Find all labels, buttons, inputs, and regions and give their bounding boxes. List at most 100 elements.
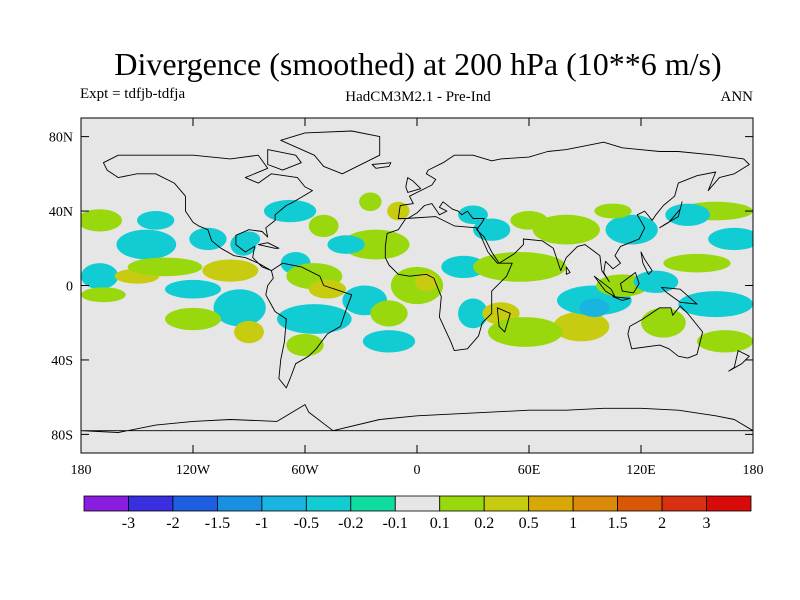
colorbar-swatch <box>261 495 307 512</box>
colorbar-label: -2 <box>166 515 179 532</box>
x-tick-label: 60W <box>291 463 319 478</box>
coastline-sri-lanka <box>565 266 571 275</box>
colorbar-label: -0.1 <box>383 515 408 532</box>
colorbar-swatch <box>305 495 352 512</box>
divergence-region-40 <box>641 307 686 338</box>
divergence-region-6 <box>308 214 339 238</box>
divergence-region-32 <box>458 298 488 329</box>
y-tick-label: 40N <box>49 205 73 220</box>
colorbar-swatch <box>83 495 129 512</box>
divergence-region-7 <box>359 192 382 212</box>
coastline-new-zealand <box>728 350 750 372</box>
divergence-region-42 <box>708 227 753 251</box>
colorbar-swatch <box>439 495 485 512</box>
colorbar-swatch <box>617 495 663 512</box>
coastline-baffin-island <box>267 149 302 171</box>
divergence-region-19 <box>234 320 264 344</box>
coastline-philippines <box>640 251 653 275</box>
coastline-north-america <box>102 154 313 272</box>
divergence-region-27 <box>362 330 416 353</box>
y-tick-label: 40S <box>51 354 73 369</box>
colorbar-label: 3 <box>703 515 711 532</box>
coastline-cuba <box>257 242 280 249</box>
coastline-south-america <box>265 262 353 389</box>
coastline-eurasia <box>397 141 750 283</box>
coastlines <box>81 130 753 433</box>
divergence-region-49 <box>594 203 632 219</box>
divergence-region-53 <box>237 231 261 247</box>
colorbar-swatch <box>661 495 707 512</box>
divergence-region-23 <box>277 304 352 334</box>
divergence-region-30 <box>441 255 487 279</box>
y-axis: 80N 40N 0 40S 80S <box>49 131 753 443</box>
coastline-iceland <box>371 162 392 169</box>
y-tick-label: 80N <box>49 131 73 146</box>
colorbar-label: 1 <box>569 515 577 532</box>
map-plot-area <box>80 117 754 454</box>
divergence-region-14 <box>127 257 203 277</box>
x-tick-label: 180 <box>71 463 92 478</box>
colorbar-label: 1.5 <box>608 515 628 532</box>
colorbar-swatch <box>394 495 441 512</box>
divergence-region-43 <box>663 253 731 273</box>
x-tick-label: 180 <box>743 463 764 478</box>
coastline-great-britain <box>405 177 422 193</box>
divergence-region-24 <box>286 333 324 357</box>
colorbar: -3 -2 -1.5 -1 -0.5 -0.2 -0.1 0.1 0.2 0.5 1 1.5 2 3 <box>83 495 752 532</box>
model-label: HadCM3M2.1 - Pre-Ind <box>345 89 491 105</box>
divergence-region-12 <box>81 287 126 303</box>
divergence-region-46 <box>665 203 711 226</box>
divergence-region-3 <box>189 227 227 251</box>
colorbar-swatch <box>528 495 574 512</box>
divergence-region-16 <box>165 279 221 299</box>
divergence-region-47 <box>605 214 658 245</box>
y-tick-label: 80S <box>51 428 73 443</box>
divergence-region-0 <box>81 209 123 232</box>
divergence-region-1 <box>137 211 175 230</box>
divergence-region-22 <box>308 279 347 299</box>
divergence-region-51 <box>510 211 548 230</box>
divergence-region-17 <box>213 289 266 327</box>
colorbar-label: -0.5 <box>294 515 319 532</box>
divergence-region-35 <box>487 317 563 347</box>
colorbar-label: 0.5 <box>519 515 539 532</box>
coastline-madagascar <box>496 307 511 333</box>
colorbar-label: 0.1 <box>430 515 450 532</box>
coastline-japan <box>659 201 683 229</box>
colorbar-label: -3 <box>122 515 135 532</box>
colorbar-label: 2 <box>658 515 666 532</box>
x-tick-label: 120E <box>626 463 656 478</box>
divergence-region-48 <box>532 214 600 245</box>
season-label: ANN <box>721 89 754 105</box>
divergence-region-34 <box>553 311 610 342</box>
x-axis: 180 120W 60W 0 60E 120E 180 <box>71 118 764 478</box>
colorbar-swatch <box>128 495 174 512</box>
divergence-region-9 <box>342 229 410 260</box>
divergence-region-10 <box>327 235 365 254</box>
divergence-region-44 <box>697 330 753 353</box>
divergence-region-39 <box>633 270 679 293</box>
colorbar-label: -0.2 <box>338 515 363 532</box>
divergence-region-5 <box>263 199 317 223</box>
divergence-region-26 <box>370 300 408 327</box>
x-tick-label: 0 <box>414 463 421 478</box>
coastline-greenland <box>280 130 381 175</box>
divergence-region-18 <box>165 307 221 331</box>
coastline-africa <box>384 216 513 352</box>
colorbar-label: 0.2 <box>474 515 494 532</box>
x-tick-label: 120W <box>176 463 211 478</box>
experiment-label: Expt = tdfjb-tdfja <box>80 86 185 102</box>
y-tick-label: 0 <box>66 280 73 295</box>
coastline-australia <box>627 305 704 359</box>
x-tick-label: 60E <box>518 463 541 478</box>
coastline-new-guinea <box>661 286 698 305</box>
divergence-region-2 <box>116 229 177 260</box>
colorbar-swatch <box>350 495 396 512</box>
colorbar-swatch <box>572 495 619 512</box>
colorbar-label: -1 <box>255 515 268 532</box>
divergence-region-15 <box>202 259 259 282</box>
coastline-java <box>612 296 631 301</box>
divergence-region-52 <box>458 205 488 225</box>
coastline-antarctica <box>81 404 753 433</box>
